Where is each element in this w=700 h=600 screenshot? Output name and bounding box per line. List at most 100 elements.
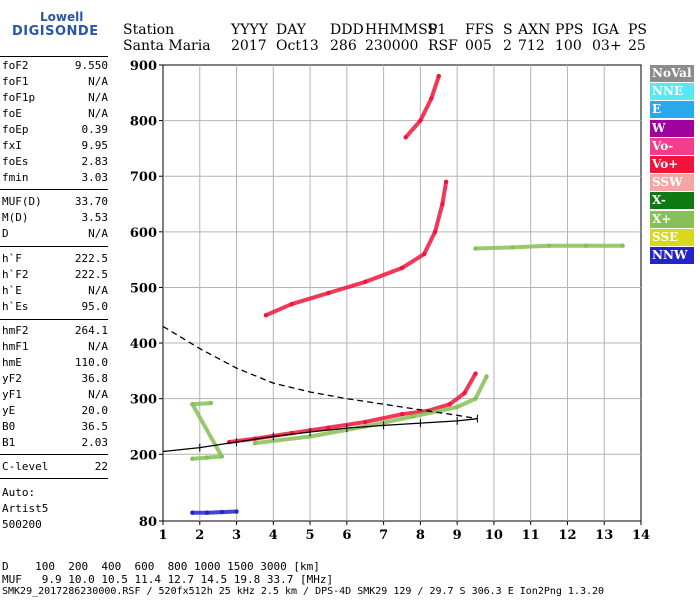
legend-item-nne: NNE bbox=[650, 83, 694, 101]
series-f2-x-trace-point bbox=[252, 440, 258, 446]
auto-line: Auto: bbox=[2, 486, 108, 500]
param-row: yF2 36.8 bbox=[2, 372, 108, 386]
param-row: MUF(D) 33.70 bbox=[2, 195, 108, 209]
hdr-ddd: DDD bbox=[330, 22, 364, 38]
param-name: h`E bbox=[2, 284, 22, 297]
series-f2-second-hop-point bbox=[289, 301, 294, 307]
param-row: M(D) 3.53 bbox=[2, 211, 108, 225]
param-value: 36.8 bbox=[81, 372, 109, 385]
series-es-multi-hop-point bbox=[219, 454, 225, 459]
param-value: 264.1 bbox=[74, 324, 108, 337]
series-oblique-echoes-point bbox=[583, 243, 589, 248]
y-tick-label: 400 bbox=[130, 337, 157, 352]
hdr-ffs: FFS bbox=[465, 22, 495, 38]
separator bbox=[0, 189, 108, 190]
param-name: D bbox=[2, 227, 9, 240]
param-name: M(D) bbox=[2, 211, 29, 224]
separator bbox=[0, 246, 108, 247]
param-row: foF1p N/A bbox=[2, 91, 108, 105]
hdr-axn: AXN bbox=[518, 22, 551, 38]
param-value: N/A bbox=[88, 107, 108, 120]
footer-file-row: SMK29_2017286230000.RSF / 520fx512h 25 k… bbox=[2, 586, 605, 597]
legend-item-vo: Vo+ bbox=[650, 156, 694, 173]
series-f2-x-trace-point bbox=[307, 434, 313, 439]
series-es-trace-point bbox=[204, 510, 210, 515]
param-value: N/A bbox=[88, 75, 108, 88]
series-oblique-echoes-point bbox=[546, 243, 552, 248]
param-row: yE 20.0 bbox=[2, 404, 108, 418]
param-value: 95.0 bbox=[81, 300, 109, 313]
param-value: N/A bbox=[88, 91, 108, 104]
val-ffs: 005 bbox=[465, 38, 492, 54]
y-tick-label: 800 bbox=[130, 115, 157, 130]
param-name: yF2 bbox=[2, 372, 22, 385]
logo-lowell-text: Lowell bbox=[40, 10, 84, 24]
param-name: foF1p bbox=[2, 91, 36, 104]
legend-item-ssw: SSW bbox=[650, 174, 694, 192]
param-name: C-level bbox=[2, 460, 49, 473]
separator bbox=[0, 319, 108, 320]
param-value: 3.03 bbox=[81, 171, 109, 184]
x-tick-label: 6 bbox=[342, 528, 351, 543]
param-value: 33.70 bbox=[74, 195, 108, 208]
legend-item-x: X- bbox=[650, 192, 694, 210]
footer-muf-row: MUF 9.9 10.0 10.5 11.4 12.7 14.5 19.8 33… bbox=[2, 573, 334, 586]
legend-item-nnw: NNW bbox=[650, 247, 694, 264]
param-row: fmin 3.03 bbox=[2, 171, 108, 185]
series-f2-third-hop-point bbox=[429, 96, 434, 101]
param-name: foEp bbox=[2, 123, 29, 136]
val-ddd: 286 bbox=[330, 38, 357, 54]
param-value: 0.39 bbox=[81, 123, 109, 136]
y-tick-label: 80 bbox=[139, 515, 157, 530]
ionogram-svg: 1 2 3 4 5 6 7 8 9 10 11 12 13 14802003004005006007008… bbox=[130, 59, 650, 543]
hdr-iga: IGA bbox=[592, 22, 619, 38]
param-value: 222.5 bbox=[74, 252, 108, 265]
series-es-trace-trace bbox=[190, 509, 239, 515]
val-hhmmss: 230000 bbox=[365, 38, 419, 54]
param-value: 3.53 bbox=[81, 211, 109, 224]
param-row: h`F2 222.5 bbox=[2, 268, 108, 282]
x-tick-label: 7 bbox=[379, 528, 388, 543]
hdr-s: S bbox=[503, 22, 513, 38]
param-name: hmF1 bbox=[2, 340, 29, 353]
separator bbox=[0, 56, 108, 57]
param-name: fmin bbox=[2, 171, 29, 184]
series-f2-x-trace-point bbox=[473, 396, 478, 401]
separator bbox=[0, 478, 108, 479]
series-oblique-echoes-point bbox=[473, 246, 478, 251]
ionogram-plot: 1 2 3 4 5 6 7 8 9 10 11 12 13 14 80 200 300 400 500 600 700 8… bbox=[130, 59, 650, 543]
param-value: N/A bbox=[88, 388, 108, 401]
auto-artist: Artist5 bbox=[2, 502, 49, 515]
param-name: MUF(D) bbox=[2, 195, 42, 208]
series-es-multi-hop-point bbox=[208, 400, 213, 406]
param-row: hmF1 N/A bbox=[2, 340, 108, 354]
param-name: foEs bbox=[2, 155, 29, 168]
x-tick-label: 12 bbox=[558, 528, 576, 543]
param-value: N/A bbox=[88, 284, 108, 297]
series-f2-o-trace-point bbox=[326, 425, 331, 430]
param-value: 2.03 bbox=[81, 436, 109, 449]
param-row: D N/A bbox=[2, 227, 108, 241]
param-value: 9.95 bbox=[81, 139, 109, 152]
param-row: foF1 N/A bbox=[2, 75, 108, 89]
param-name: yE bbox=[2, 404, 16, 417]
param-row: foEp 0.39 bbox=[2, 123, 108, 137]
param-row: fxI 9.95 bbox=[2, 139, 108, 153]
series-f2-x-trace-point bbox=[454, 404, 460, 410]
val-ps: 25 bbox=[628, 38, 646, 54]
hdr-ps: PS bbox=[628, 22, 648, 38]
series-f2-o-trace-point bbox=[363, 419, 368, 425]
val-iga: 03+ bbox=[592, 38, 622, 54]
param-value: N/A bbox=[88, 227, 108, 240]
y-tick-label: 900 bbox=[130, 59, 157, 74]
auto-code: 500200 bbox=[2, 518, 42, 531]
param-row: foF2 9.550 bbox=[2, 59, 108, 73]
x-tick-label: 4 bbox=[269, 528, 278, 543]
param-name: h`F2 bbox=[2, 268, 29, 281]
series-f2-second-hop-point bbox=[421, 251, 427, 257]
val-station: Santa Maria bbox=[123, 38, 211, 54]
auto-line: 500200 bbox=[2, 518, 108, 532]
x-tick-label: 5 bbox=[306, 528, 315, 543]
param-value: 222.5 bbox=[74, 268, 108, 281]
param-value: 22 bbox=[94, 460, 108, 473]
